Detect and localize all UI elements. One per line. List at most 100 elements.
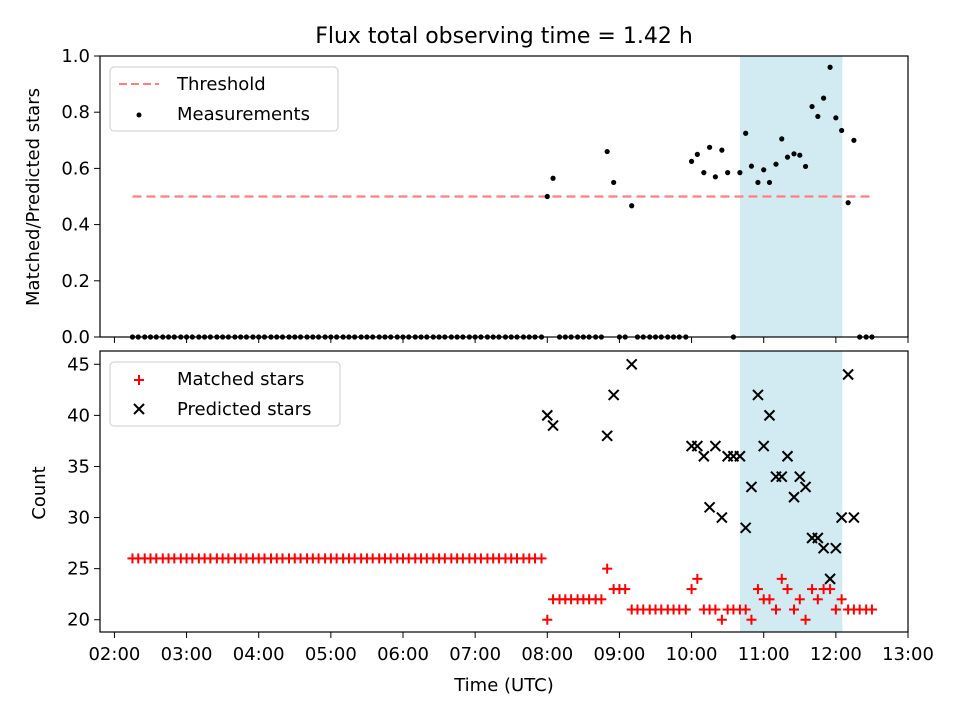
x-tick-label: 03:00 [161, 644, 213, 665]
measurement-point [766, 179, 773, 186]
matched-star-point [764, 594, 775, 605]
measurement-point [719, 147, 725, 153]
measurement-point [755, 179, 761, 186]
axes-frame [99, 350, 909, 633]
matched-star-point [752, 584, 763, 595]
measurement-point [809, 103, 815, 110]
y-tick-label: 1.0 [61, 46, 90, 67]
matched-star-point [710, 604, 721, 615]
x-tick-label: 10:00 [666, 644, 718, 665]
matched-star-point [692, 573, 703, 584]
measurement-point [550, 175, 556, 181]
matched-star-point [776, 573, 787, 584]
y-tick-label: 35 [67, 456, 90, 477]
figure-title: Flux total observing time = 1.42 h [315, 24, 693, 49]
y-tick-label: 0.6 [61, 158, 90, 179]
predicted-star-point [794, 470, 806, 483]
measurement-point [839, 127, 845, 134]
matched-star-point [602, 563, 613, 574]
matched-star-point [830, 604, 841, 615]
matched-star-point [782, 584, 793, 595]
x-tick-label: 04:00 [233, 644, 285, 665]
bottom-legend-box [109, 361, 341, 427]
predicted-star-point [812, 532, 824, 544]
measurement-point [761, 167, 767, 173]
measurement-point [784, 154, 791, 160]
predicted-star-point [541, 409, 553, 422]
matched-star-point [596, 594, 607, 605]
y-tick-label: 0.4 [61, 215, 90, 236]
predicted-star-point [848, 511, 860, 524]
predicted-star-point [709, 440, 722, 452]
predicted-star-point [830, 542, 842, 554]
measurement-point [797, 152, 803, 158]
measurement-point [544, 193, 550, 200]
measurement-point [725, 170, 731, 176]
measurement-point [833, 115, 839, 121]
predicted-star-point [703, 501, 716, 514]
measurement-point [820, 95, 827, 101]
predicted-star-point [739, 522, 752, 534]
predicted-star-point [601, 430, 613, 442]
predicted-star-point [799, 481, 812, 493]
x-tick-label: 07:00 [449, 644, 501, 665]
legend-matched-label: Matched stars [177, 369, 304, 390]
matched-star-point [680, 604, 691, 615]
matched-star-point [789, 604, 800, 615]
matched-star-point [794, 594, 805, 605]
legend-predicted-label: Predicted stars [177, 399, 311, 420]
x-tick-label: 08:00 [521, 644, 573, 665]
predicted-star-point [691, 440, 704, 452]
matched-star-point [825, 584, 836, 595]
x-tick-label: 06:00 [377, 644, 429, 665]
predicted-star-point [758, 440, 770, 452]
x-tick-label: 05:00 [305, 644, 357, 665]
measurement-point [851, 137, 857, 143]
measurement-point [773, 161, 779, 167]
matched-star-point [536, 553, 547, 564]
measurement-point [791, 151, 797, 157]
legend-matched-swatch [134, 375, 144, 385]
y-tick-label: 30 [67, 508, 90, 529]
matched-star-point [836, 594, 847, 605]
predicted-star-point [817, 542, 830, 554]
measurement-point [748, 163, 755, 169]
top-legend: Threshold Measurements [109, 66, 339, 132]
y-tick-label: 0.0 [61, 327, 90, 348]
legend-measurements-label: Measurements [177, 104, 310, 125]
measurement-point [737, 170, 743, 176]
matched-star-point [686, 584, 697, 595]
matched-star-point [807, 584, 818, 595]
measurement-point [827, 64, 833, 70]
measurement-point [688, 158, 695, 164]
matched-star-point [866, 604, 877, 615]
measurement-point [779, 136, 785, 142]
x-axis-label: Time (UTC) [453, 675, 554, 696]
matched-star-point [812, 594, 823, 605]
x-tick-label: 02:00 [88, 644, 140, 665]
measurement-point [611, 179, 617, 186]
y-tick-label: 20 [67, 610, 90, 631]
matched-star-point [620, 584, 631, 595]
predicted-star-point [716, 511, 728, 524]
measurement-point [802, 163, 809, 170]
predicted-star-point [607, 389, 620, 401]
measurement-point [712, 174, 718, 180]
predicted-star-point [734, 450, 746, 462]
matched-star-point [740, 604, 751, 615]
x-tick-label: 09:00 [593, 644, 645, 665]
y-tick-label: 0.8 [61, 102, 90, 123]
matched-star-point [770, 604, 781, 615]
legend-measurements-swatch [136, 112, 142, 118]
y-tick-label: 25 [67, 559, 90, 580]
x-tick-label: 12:00 [810, 644, 862, 665]
axes-frame [99, 55, 909, 338]
matched-star-point [542, 614, 553, 625]
measurement-point [701, 170, 707, 176]
measurement-point [604, 148, 610, 155]
y-tick-label: 0.2 [61, 271, 90, 292]
predicted-star-point [752, 389, 764, 401]
top-panel: 0.0 0.2 0.4 0.6 0.8 1.0 [61, 46, 909, 348]
matched-star-point [716, 614, 727, 625]
